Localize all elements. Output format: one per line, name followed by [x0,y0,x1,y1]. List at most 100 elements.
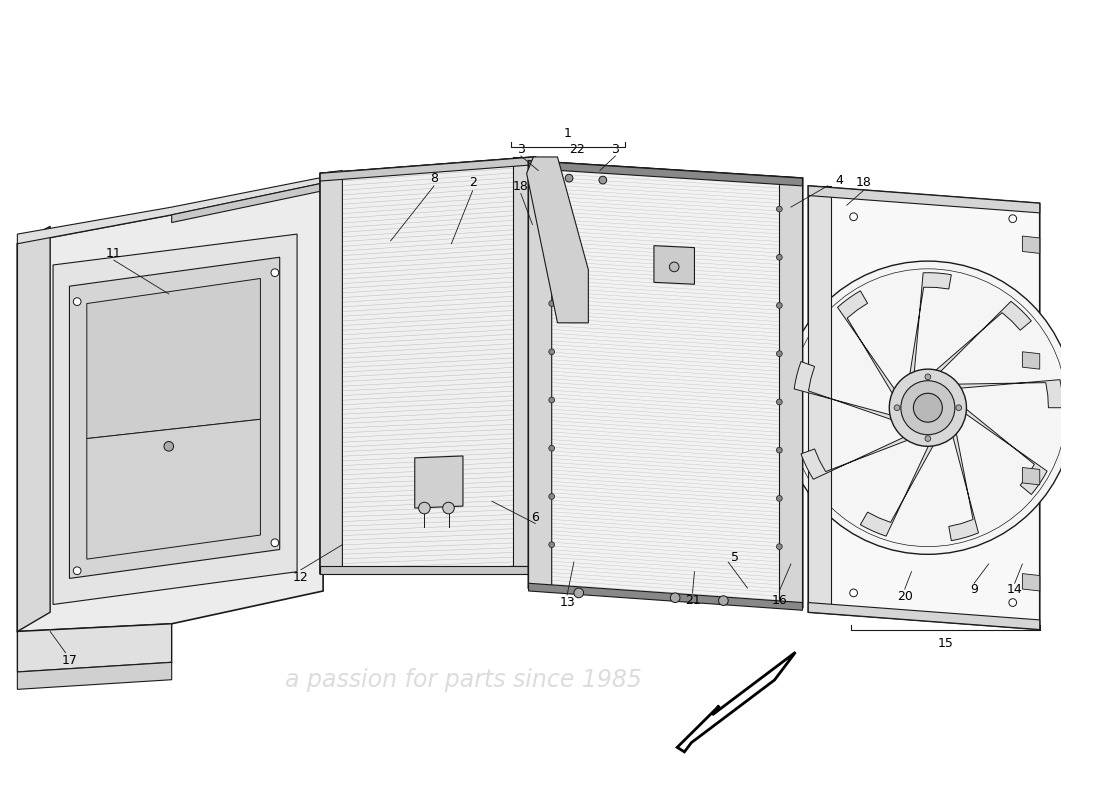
Polygon shape [529,161,803,186]
Text: 1: 1 [564,127,572,140]
Text: 15: 15 [937,637,954,650]
Circle shape [549,301,554,306]
Circle shape [670,593,680,602]
Polygon shape [18,226,51,631]
Circle shape [894,405,900,410]
Circle shape [574,588,583,598]
Polygon shape [1022,236,1040,254]
Polygon shape [172,183,323,222]
Polygon shape [1022,574,1040,591]
Polygon shape [837,290,895,395]
Text: 6: 6 [531,511,539,524]
Circle shape [419,502,430,514]
Polygon shape [529,159,552,588]
Circle shape [901,381,955,434]
Circle shape [549,446,554,451]
Text: 13: 13 [559,596,575,609]
Polygon shape [18,183,323,631]
Polygon shape [320,157,536,181]
Polygon shape [513,157,536,566]
Polygon shape [808,186,832,612]
Polygon shape [949,431,979,541]
Circle shape [849,589,858,597]
Text: 12: 12 [293,571,309,584]
Circle shape [271,539,278,546]
Polygon shape [18,624,172,672]
Circle shape [777,302,782,308]
Polygon shape [415,456,463,508]
Polygon shape [529,161,803,607]
Polygon shape [910,273,952,376]
Polygon shape [965,408,1047,494]
Polygon shape [653,246,694,284]
Circle shape [74,298,81,306]
Text: 20: 20 [896,590,913,603]
Polygon shape [808,186,1040,213]
Polygon shape [87,278,261,438]
Polygon shape [934,302,1032,373]
Text: 2: 2 [469,177,476,190]
Circle shape [925,374,931,380]
Circle shape [956,405,961,410]
Polygon shape [320,170,342,574]
Circle shape [849,213,858,221]
Polygon shape [808,186,1040,630]
Circle shape [565,174,573,182]
Polygon shape [956,380,1063,408]
Polygon shape [860,444,934,536]
Circle shape [549,204,554,210]
Circle shape [777,544,782,550]
Circle shape [913,394,943,422]
Circle shape [549,349,554,354]
Text: 17: 17 [62,654,77,667]
Circle shape [164,442,174,451]
Circle shape [777,351,782,357]
Text: 18: 18 [856,177,871,190]
Text: Eurospares: Eurospares [603,270,1056,491]
Polygon shape [529,583,803,610]
Circle shape [74,567,81,574]
Polygon shape [1022,467,1040,485]
Circle shape [1009,215,1016,222]
Text: 4: 4 [835,174,843,186]
Text: 14: 14 [1006,582,1023,595]
Circle shape [777,495,782,502]
Circle shape [781,261,1075,554]
Circle shape [777,399,782,405]
Polygon shape [808,602,1040,630]
Circle shape [549,253,554,258]
Text: 9: 9 [970,582,978,595]
Polygon shape [69,258,279,578]
Text: 18: 18 [513,180,529,194]
Text: 3: 3 [612,142,619,156]
Text: a passion for parts since 1985: a passion for parts since 1985 [285,668,641,692]
Circle shape [1009,598,1016,606]
Circle shape [549,494,554,499]
Text: 21: 21 [684,594,701,607]
Text: 22: 22 [569,142,585,156]
Circle shape [549,397,554,403]
Text: 5: 5 [732,550,739,564]
Polygon shape [779,178,803,607]
Circle shape [442,502,454,514]
Circle shape [718,596,728,606]
Polygon shape [1022,352,1040,369]
Circle shape [777,447,782,453]
Circle shape [600,176,607,184]
Circle shape [889,369,967,446]
Circle shape [271,269,278,277]
Polygon shape [320,157,536,574]
Polygon shape [320,566,536,574]
Text: 8: 8 [430,172,438,185]
Polygon shape [18,176,328,244]
Polygon shape [87,419,261,559]
Polygon shape [794,362,893,420]
Polygon shape [18,662,172,690]
Polygon shape [678,652,795,752]
Polygon shape [53,234,297,605]
Text: 16: 16 [771,594,788,607]
Text: 3: 3 [517,142,525,156]
Circle shape [549,542,554,547]
Circle shape [777,206,782,212]
Polygon shape [527,157,588,323]
